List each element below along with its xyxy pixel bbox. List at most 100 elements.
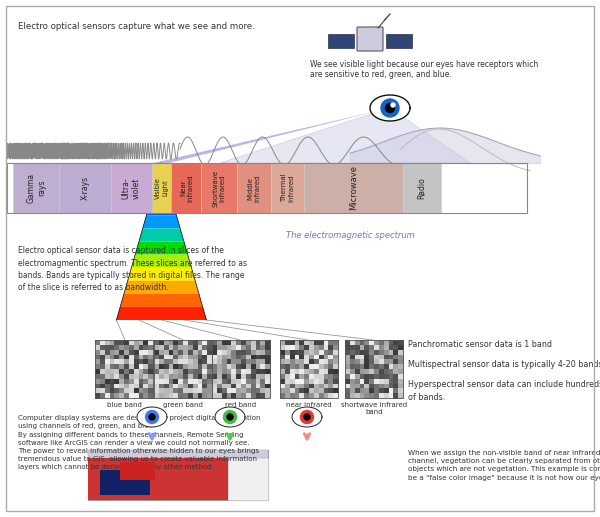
Bar <box>169 349 174 355</box>
Text: Middle
Infrared: Middle Infrared <box>247 174 260 202</box>
Bar <box>115 369 119 374</box>
Bar <box>364 374 370 379</box>
Text: near infrared
band: near infrared band <box>286 402 332 415</box>
Text: Thermal
Infrared: Thermal Infrared <box>281 174 294 202</box>
Bar <box>197 369 203 374</box>
Bar <box>256 393 261 399</box>
Bar <box>183 340 188 345</box>
Bar <box>295 388 300 393</box>
Bar <box>328 345 334 350</box>
Bar <box>355 349 360 355</box>
Text: We see visible light because our eyes have receptors which
are sensitive to red,: We see visible light because our eyes ha… <box>310 60 538 80</box>
Bar <box>119 364 125 370</box>
Bar <box>183 345 188 350</box>
Bar <box>251 369 256 374</box>
Bar <box>309 384 314 389</box>
Bar <box>178 378 184 384</box>
Bar <box>202 364 208 370</box>
Bar <box>212 369 217 374</box>
Bar <box>100 340 105 345</box>
Bar <box>364 369 370 374</box>
Bar <box>100 349 105 355</box>
Bar <box>295 369 300 374</box>
Bar <box>314 388 319 393</box>
Bar <box>304 374 310 379</box>
Bar <box>169 359 174 364</box>
Bar <box>159 355 164 360</box>
Bar <box>217 374 222 379</box>
Bar <box>246 359 251 364</box>
Bar <box>178 374 184 379</box>
Bar <box>188 345 193 350</box>
Bar <box>359 340 365 345</box>
Bar <box>309 349 314 355</box>
Bar <box>299 384 305 389</box>
Bar <box>164 355 169 360</box>
Text: X-rays: X-rays <box>80 176 89 200</box>
Bar <box>383 388 389 393</box>
Bar <box>110 374 115 379</box>
Bar <box>232 378 236 384</box>
Bar <box>319 378 324 384</box>
Bar <box>202 345 208 350</box>
Bar <box>328 349 334 355</box>
Bar <box>345 388 350 393</box>
Bar <box>143 364 149 370</box>
Bar <box>188 340 193 345</box>
Bar <box>246 378 251 384</box>
Polygon shape <box>124 281 199 294</box>
Bar <box>134 364 139 370</box>
Bar <box>119 355 125 360</box>
Bar <box>359 359 365 364</box>
Bar <box>364 345 370 350</box>
Bar <box>271 163 304 213</box>
Bar <box>154 378 160 384</box>
Bar <box>228 458 268 500</box>
Bar <box>394 345 398 350</box>
Bar <box>100 393 105 399</box>
Bar <box>314 340 319 345</box>
Bar <box>188 393 193 399</box>
Bar <box>364 384 370 389</box>
Bar <box>129 355 134 360</box>
Circle shape <box>301 410 314 423</box>
Bar <box>359 345 365 350</box>
Bar <box>227 349 232 355</box>
Bar <box>183 378 188 384</box>
Bar <box>369 384 374 389</box>
Bar <box>304 388 310 393</box>
Bar <box>217 364 222 370</box>
Bar <box>227 340 232 345</box>
Bar <box>379 369 384 374</box>
Bar <box>246 393 251 399</box>
Bar <box>95 340 100 345</box>
Bar <box>129 340 134 345</box>
Bar <box>299 349 305 355</box>
Bar <box>159 364 164 370</box>
Bar <box>251 349 256 355</box>
Bar <box>383 384 389 389</box>
Polygon shape <box>370 95 410 121</box>
Bar <box>173 349 179 355</box>
Bar <box>379 355 384 360</box>
Bar <box>369 359 374 364</box>
Bar <box>355 384 360 389</box>
Bar <box>256 364 261 370</box>
Bar <box>319 364 324 370</box>
Bar <box>299 369 305 374</box>
Bar <box>394 388 398 393</box>
Bar <box>319 388 324 393</box>
Bar <box>232 349 236 355</box>
Bar <box>227 374 232 379</box>
Bar <box>319 359 324 364</box>
Bar <box>295 355 300 360</box>
Bar <box>164 340 169 345</box>
Bar <box>394 349 398 355</box>
Bar <box>280 355 286 360</box>
Bar <box>280 393 286 399</box>
Bar <box>207 349 212 355</box>
Bar <box>202 369 208 374</box>
Bar <box>217 349 222 355</box>
Bar <box>88 450 268 458</box>
Bar <box>299 345 305 350</box>
